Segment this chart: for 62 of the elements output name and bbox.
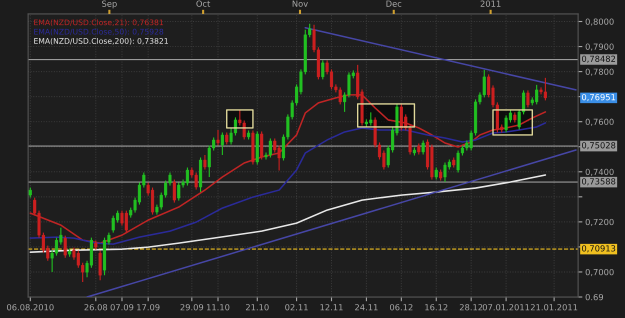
y-tick-label: 0,7000 bbox=[586, 268, 614, 276]
candlestick bbox=[247, 130, 250, 140]
candlestick bbox=[124, 210, 128, 234]
y-tick-label: 0.69 bbox=[586, 294, 604, 300]
ref-line-label: 0,78482 bbox=[582, 56, 616, 63]
x-tick-label: 06.12 bbox=[390, 304, 412, 310]
y-tick-label: 0,7200 bbox=[586, 218, 614, 226]
x-tick-label: 21.01.2011 bbox=[530, 304, 578, 310]
candlestick bbox=[513, 112, 516, 123]
ref-line-label: 0,70913 bbox=[582, 245, 616, 252]
candlestick bbox=[225, 132, 228, 146]
candlestick bbox=[504, 114, 508, 134]
candlestick bbox=[434, 166, 438, 180]
candlestick bbox=[321, 60, 324, 80]
candlestick bbox=[172, 178, 176, 204]
x-tick-label: 12.11 bbox=[320, 304, 343, 310]
x-tick-label: 17.09 bbox=[137, 304, 160, 310]
candlestick bbox=[422, 140, 425, 156]
x2-tick-label: Nov bbox=[292, 0, 308, 7]
x-tick-label: 29.09 bbox=[180, 304, 204, 310]
y-tick-label: 0,8000 bbox=[586, 18, 614, 26]
x2-tick-label: Sep bbox=[102, 0, 117, 8]
candlestick bbox=[347, 72, 351, 98]
candlestick bbox=[439, 168, 442, 182]
x-tick-label: 07.09 bbox=[110, 304, 134, 310]
x-tick-label: 11.10 bbox=[206, 304, 230, 310]
candlestick bbox=[186, 166, 190, 186]
candlestick bbox=[456, 150, 460, 174]
ref-line-label: 0,75028 bbox=[582, 142, 616, 150]
candlestick bbox=[216, 129, 220, 146]
x-tick-label: 02.11 bbox=[285, 304, 308, 310]
y-tick-label: 0,7400 bbox=[586, 168, 614, 176]
ref-line-label: 0,73588 bbox=[582, 178, 616, 186]
x2-tick-label: 2011 bbox=[480, 0, 500, 7]
x2-tick-label: Oct bbox=[196, 0, 210, 7]
candlestick bbox=[150, 187, 154, 216]
candlestick bbox=[443, 162, 447, 183]
y-tick-label: 0,7800 bbox=[586, 68, 614, 76]
x-tick-label: 16.12 bbox=[425, 304, 448, 310]
x-tick-label: 26.08 bbox=[84, 304, 108, 310]
candlestick bbox=[54, 237, 58, 256]
x-tick-label: 24.11 bbox=[355, 304, 378, 310]
text: 0,76951 bbox=[582, 94, 616, 102]
candlestick bbox=[268, 138, 272, 158]
candlestick bbox=[417, 142, 420, 156]
x-tick-label: 21.10 bbox=[246, 304, 269, 310]
candlestick bbox=[28, 187, 32, 198]
y-tick-label: 0,7600 bbox=[586, 118, 614, 126]
candlestick bbox=[64, 235, 67, 258]
candlestick bbox=[452, 156, 456, 168]
candlestick bbox=[260, 130, 264, 160]
candlestick bbox=[98, 250, 102, 281]
candlestick bbox=[220, 132, 224, 156]
x2-tick-label: Dec bbox=[386, 0, 402, 7]
candlestick bbox=[526, 90, 530, 108]
y-tick-label: 0,7900 bbox=[586, 44, 614, 51]
candlestick bbox=[120, 210, 124, 226]
x-tick-label: 07.01.2011 bbox=[482, 304, 530, 310]
x-tick-label: 28.12 bbox=[460, 304, 482, 310]
candlestick bbox=[544, 77, 547, 101]
candlestick bbox=[203, 154, 206, 170]
x-tick-label: 06.08.2010 bbox=[7, 304, 54, 310]
